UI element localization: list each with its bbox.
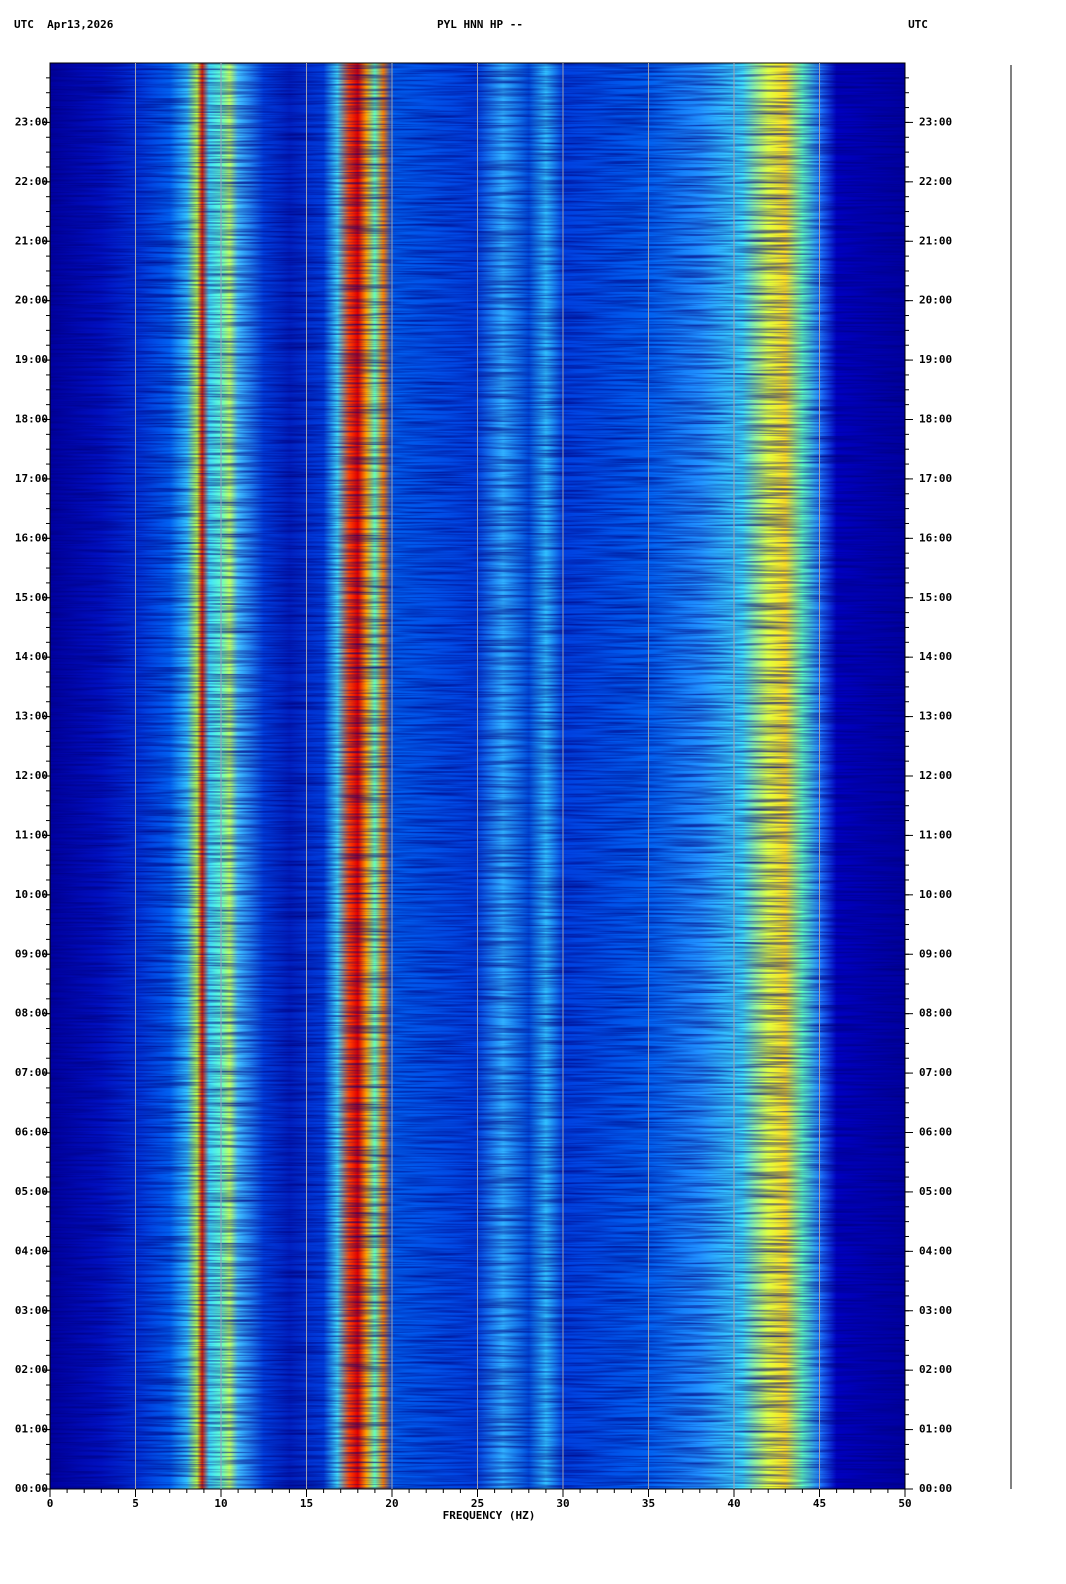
y-tick-label: 23:00 — [919, 115, 952, 128]
y-tick-label: 13:00 — [15, 710, 48, 723]
x-tick-label: 25 — [471, 1497, 484, 1510]
y-tick-label: 09:00 — [919, 947, 952, 960]
y-tick-label: 19:00 — [919, 353, 952, 366]
y-tick-label: 19:00 — [15, 353, 48, 366]
y-tick-label: 03:00 — [15, 1304, 48, 1317]
y-tick-label: 00:00 — [15, 1482, 48, 1495]
y-tick-label: 02:00 — [919, 1363, 952, 1376]
y-tick-label: 18:00 — [15, 413, 48, 426]
y-tick-label: 07:00 — [15, 1066, 48, 1079]
y-tick-label: 17:00 — [15, 472, 48, 485]
y-tick-label: 11:00 — [919, 828, 952, 841]
y-tick-label: 20:00 — [919, 294, 952, 307]
y-tick-label: 03:00 — [919, 1304, 952, 1317]
y-tick-label: 08:00 — [15, 1007, 48, 1020]
y-tick-label: 22:00 — [15, 175, 48, 188]
y-tick-label: 21:00 — [919, 234, 952, 247]
y-tick-label: 06:00 — [15, 1126, 48, 1139]
x-axis-label: FREQUENCY (HZ) — [443, 1509, 536, 1522]
x-tick-label: 45 — [813, 1497, 826, 1510]
y-tick-label: 01:00 — [15, 1423, 48, 1436]
x-tick-label: 5 — [132, 1497, 139, 1510]
x-tick-label: 10 — [214, 1497, 227, 1510]
header-center: PYL HNN HP -- — [437, 18, 523, 31]
y-tick-label: 18:00 — [919, 413, 952, 426]
header-left: UTC Apr13,2026 — [14, 18, 114, 31]
y-tick-label: 11:00 — [15, 828, 48, 841]
y-tick-label: 15:00 — [919, 591, 952, 604]
y-tick-label: 05:00 — [919, 1185, 952, 1198]
y-tick-label: 15:00 — [15, 591, 48, 604]
y-tick-label: 08:00 — [919, 1007, 952, 1020]
header-right: UTC — [908, 18, 928, 31]
x-tick-label: 30 — [556, 1497, 569, 1510]
y-tick-label: 12:00 — [15, 769, 48, 782]
x-tick-label: 0 — [47, 1497, 54, 1510]
x-tick-label: 50 — [898, 1497, 911, 1510]
y-tick-label: 17:00 — [919, 472, 952, 485]
x-tick-label: 40 — [727, 1497, 740, 1510]
y-tick-label: 09:00 — [15, 947, 48, 960]
y-tick-label: 06:00 — [919, 1126, 952, 1139]
y-tick-label: 04:00 — [15, 1244, 48, 1257]
y-tick-label: 21:00 — [15, 234, 48, 247]
y-tick-label: 22:00 — [919, 175, 952, 188]
y-tick-label: 10:00 — [15, 888, 48, 901]
y-tick-label: 00:00 — [919, 1482, 952, 1495]
x-tick-label: 15 — [300, 1497, 313, 1510]
y-tick-label: 01:00 — [919, 1423, 952, 1436]
y-tick-label: 13:00 — [919, 710, 952, 723]
y-tick-label: 16:00 — [15, 531, 48, 544]
x-tick-label: 35 — [642, 1497, 655, 1510]
y-tick-label: 04:00 — [919, 1244, 952, 1257]
y-tick-label: 14:00 — [919, 650, 952, 663]
y-tick-label: 10:00 — [919, 888, 952, 901]
y-tick-label: 02:00 — [15, 1363, 48, 1376]
y-tick-label: 20:00 — [15, 294, 48, 307]
y-tick-label: 05:00 — [15, 1185, 48, 1198]
y-tick-label: 16:00 — [919, 531, 952, 544]
y-tick-label: 14:00 — [15, 650, 48, 663]
y-tick-label: 23:00 — [15, 115, 48, 128]
x-tick-label: 20 — [385, 1497, 398, 1510]
y-tick-label: 12:00 — [919, 769, 952, 782]
y-tick-label: 07:00 — [919, 1066, 952, 1079]
